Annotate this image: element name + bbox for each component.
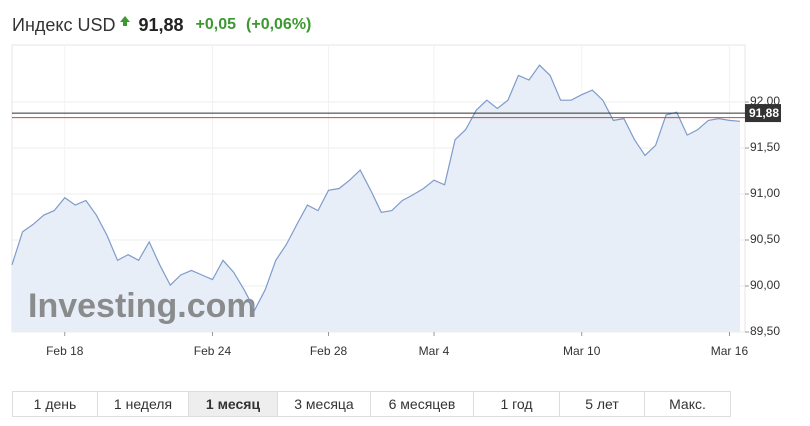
y-tick-label: 91,00 — [750, 186, 780, 200]
x-tick-label: Feb 28 — [310, 344, 348, 358]
x-tick-label: Feb 18 — [46, 344, 84, 358]
range-button[interactable]: 5 лет — [559, 392, 644, 416]
price-tag — [745, 104, 781, 123]
x-tick-label: Feb 24 — [194, 344, 232, 358]
y-tick-label: 91,50 — [750, 140, 780, 154]
change: +0,05 — [195, 16, 237, 33]
range-button[interactable]: 3 месяца — [277, 392, 370, 416]
range-button[interactable]: 1 день — [13, 392, 97, 416]
line — [11, 64, 741, 312]
range-button[interactable]: 1 год — [473, 392, 559, 416]
range-button[interactable]: Макс. — [644, 392, 730, 416]
range-button[interactable]: 6 месяцев — [370, 392, 473, 416]
range-button[interactable]: 1 месяц — [188, 392, 277, 416]
header: Индекс USD 91,88 +0,05 (+0,06%) — [12, 12, 311, 38]
x-tick-label: Mar 4 — [419, 344, 450, 358]
y-tick-label: 90,50 — [750, 232, 780, 246]
watermark: Investing.com — [28, 287, 257, 325]
instrument-name: Индекс USD — [12, 14, 116, 35]
y-tick-label: 89,50 — [750, 324, 780, 338]
change-percent: (+0,06%) — [246, 16, 312, 33]
price: 91,88 — [138, 14, 184, 35]
x-tick-label: Mar 16 — [711, 344, 749, 358]
range-button[interactable]: 1 неделя — [97, 392, 188, 416]
price-tag-label: 91,88 — [749, 106, 779, 120]
y-tick-label: 90,00 — [750, 278, 780, 292]
range-selector: 1 день 1 неделя 1 месяц 3 месяца 6 месяцев 1 … — [12, 391, 731, 417]
up-arrow — [120, 16, 131, 26]
area — [12, 65, 740, 332]
x-tick-label: Mar 10 — [563, 344, 601, 358]
